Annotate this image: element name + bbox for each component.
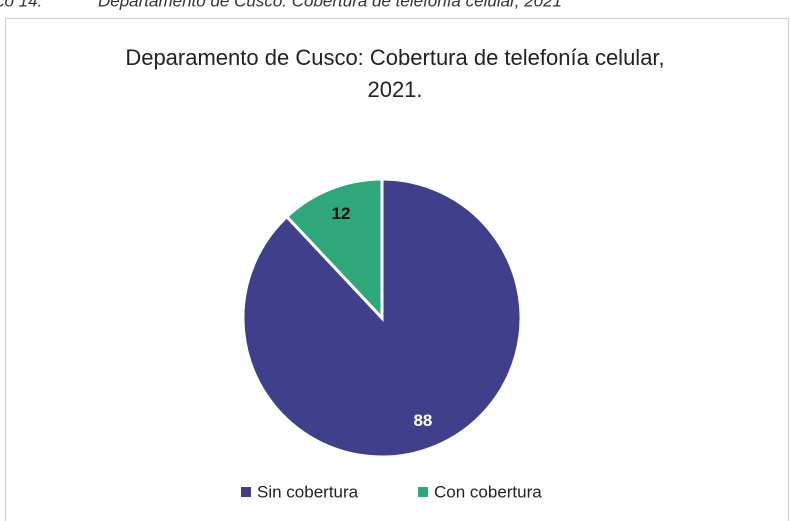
- chart-border: [5, 18, 789, 521]
- legend-swatch: [241, 487, 251, 497]
- legend-label: Con cobertura: [434, 482, 542, 501]
- legend-label: Sin cobertura: [257, 482, 359, 501]
- caption-number: co 14.: [0, 0, 42, 10]
- caption-text: Departamento de Cusco: Cobertura de tele…: [98, 0, 562, 10]
- data-label: 88: [413, 411, 432, 430]
- data-label: 12: [332, 204, 351, 223]
- legend-swatch: [418, 487, 428, 497]
- chart-title: Deparamento de Cusco: Cobertura de telef…: [125, 45, 665, 102]
- pie-slice: [284, 177, 384, 322]
